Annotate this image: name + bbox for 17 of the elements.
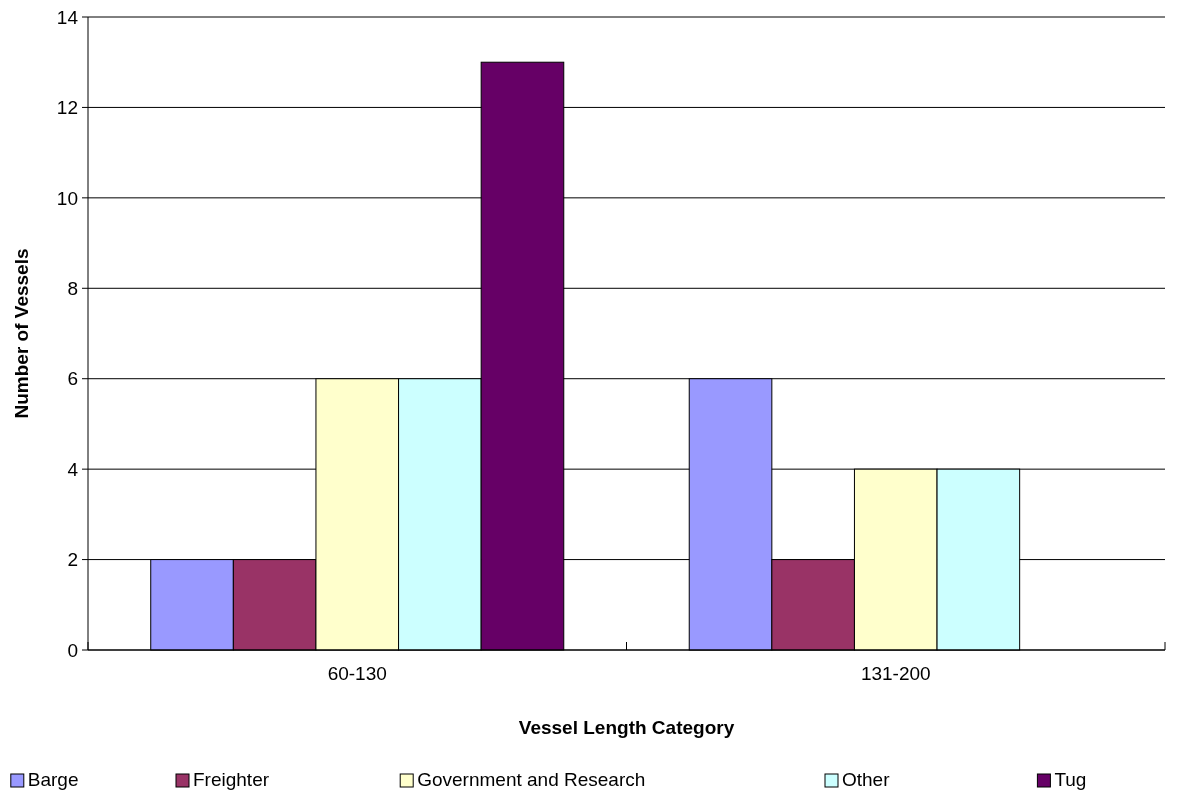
x-axis-title: Vessel Length Category (518, 717, 735, 738)
y-axis-title: Number of Vessels (11, 248, 32, 419)
legend-label: Other (842, 769, 891, 790)
x-tick-label: 131-200 (860, 663, 931, 684)
y-tick-label: 2 (67, 549, 78, 571)
y-tick-label: 8 (67, 277, 78, 299)
legend-label: Barge (27, 769, 79, 790)
y-tick-label: 6 (67, 368, 78, 390)
y-tick-label: 10 (56, 187, 78, 209)
legend-label: Freighter (193, 769, 270, 790)
legend-label: Government and Research (417, 769, 646, 790)
x-tick-label: 60-130 (327, 663, 387, 684)
y-tick-label: 14 (56, 6, 79, 28)
legend-label: Tug (1054, 769, 1087, 790)
y-tick-label: 12 (56, 97, 78, 119)
y-tick-label: 0 (67, 639, 78, 661)
y-tick-label: 4 (67, 458, 79, 480)
